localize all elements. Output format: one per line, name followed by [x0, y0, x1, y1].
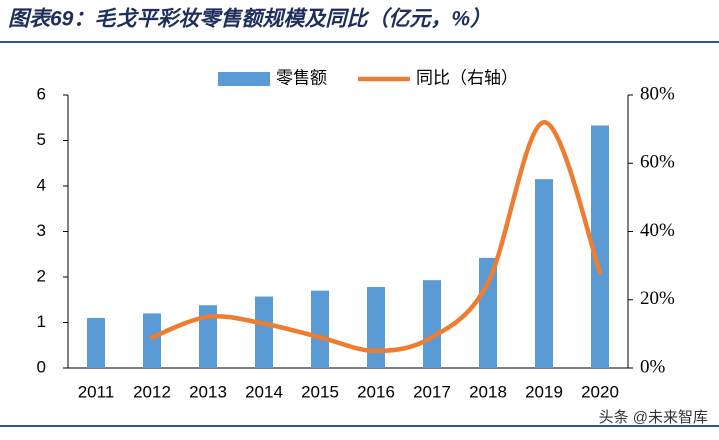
x-tick-label: 2011 [78, 382, 115, 401]
bar [479, 257, 497, 368]
x-tick-label: 2018 [469, 382, 507, 401]
bar [535, 179, 553, 368]
y2-tick-label: 0% [640, 356, 666, 377]
x-tick-label: 2017 [413, 382, 451, 401]
y2-tick-label: 20% [640, 288, 675, 309]
bar [367, 287, 385, 368]
bar [199, 305, 217, 368]
bar [143, 313, 161, 368]
y-tick-label: 5 [37, 130, 46, 149]
x-tick-label: 2015 [301, 382, 339, 401]
x-tick-label: 2014 [245, 382, 283, 401]
bar [311, 290, 329, 368]
bar [87, 317, 105, 368]
legend-label: 同比（右轴） [416, 68, 518, 87]
y-tick-label: 6 [37, 84, 46, 103]
bar [591, 125, 609, 368]
y-tick-label: 2 [37, 266, 46, 285]
y-tick-label: 4 [37, 175, 46, 194]
x-tick-label: 2020 [581, 382, 619, 401]
x-tick-label: 2019 [525, 382, 563, 401]
legend-label: 零售额 [276, 68, 327, 87]
bar [255, 296, 273, 368]
x-tick-label: 2013 [189, 382, 227, 401]
y2-tick-label: 60% [640, 152, 675, 173]
y-tick-label: 0 [37, 357, 46, 376]
x-tick-label: 2012 [133, 382, 171, 401]
chart-title: 图表69：毛戈平彩妆零售额规模及同比（亿元，%） [8, 7, 491, 31]
y-tick-label: 1 [37, 312, 46, 331]
line [149, 120, 603, 354]
bar [423, 280, 441, 368]
y2-tick-label: 40% [640, 220, 675, 241]
y-tick-label: 3 [37, 221, 46, 240]
x-tick-label: 2016 [357, 382, 395, 401]
y2-tick-label: 80% [640, 83, 675, 104]
watermark: 头条 @未来智库 [599, 408, 708, 426]
legend-swatch [218, 72, 270, 86]
